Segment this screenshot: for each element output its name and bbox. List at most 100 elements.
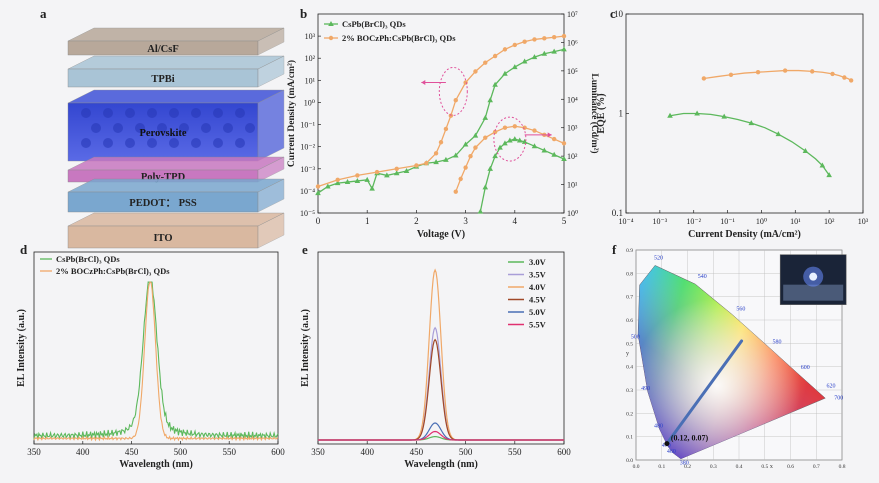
perovskite-dot [235,138,245,148]
y-tick-label: 0.1 [612,208,623,218]
perovskite-dot [81,108,91,118]
perovskite-dot [125,138,135,148]
point-green-eqe [667,112,673,118]
y-tick-label: 10² [305,54,316,63]
x-tick-label: 350 [311,447,325,457]
point-orange-luminance [473,145,478,150]
x-tick-label: 10⁰ [756,217,767,226]
point-green-current [492,81,498,87]
point-green-eqe [748,120,755,126]
perovskite-dot [113,123,123,133]
point-green-current [551,48,557,54]
gamut-line [665,339,744,446]
legend-entry: CsPb(BrCl)₃ QDs [342,19,406,29]
device-photo-substrate [783,284,844,301]
panel-label-e: e [302,242,308,257]
locus-label: 380 [680,461,689,467]
point-orange-current [394,166,399,171]
layer-side-4 [257,178,285,213]
y2-tick-label: 10³ [567,124,578,133]
point-orange-luminance [458,176,463,182]
x-axis-label: Wavelength (nm) [119,459,193,470]
point-green-luminance [531,143,538,149]
x-tick-label: 600 [557,447,571,457]
series-line-orange-current [317,35,565,188]
point-orange-current [448,113,454,118]
cie-chart: f 0.0 0.1 0.2 0.3 0.4 0.5 0.6 0.7 0.8 0.0 0.1 0.2 0.3… [612,242,847,470]
x-tick-label: 0.5 [761,464,768,470]
point-green-eqe [819,162,826,168]
y-tick-label: 0.4 [626,365,633,371]
panel-label-c: c [610,6,616,21]
y-tick-label: 10⁻¹ [300,121,315,130]
point-orange-current [424,161,429,166]
legend-entry: 4.5V [529,295,547,305]
point-green-current [521,58,528,64]
x-tick-label: 10⁻³ [653,217,668,226]
panel-label-a: a [40,6,47,21]
layer-label-4: PEDOT： PSS [129,198,197,209]
point-green-luminance [551,151,557,157]
y-tick-label: 0.1 [626,435,633,441]
point-orange-luminance [561,141,567,146]
layer-top-0 [67,27,285,42]
perovskite-dot [147,108,157,118]
y2-tick-label: 10² [567,152,578,161]
y-tick-label: 0.3 [626,388,633,394]
point-green-luminance [512,136,518,142]
spectrum-5.5V [318,430,564,441]
plot-frame [317,251,565,445]
x-tick-label: 400 [360,447,374,457]
series-line-green-luminance [479,138,565,212]
device-photo-emitter [809,272,818,281]
perovskite-dot [169,138,179,148]
y-tick-label: 0.9 [626,248,633,254]
point-green-current [315,190,321,196]
point-green-luminance [477,208,484,214]
locus-label: 560 [736,307,745,313]
device-stack-panel: a Al/CsF TPBi Perovskite Poly-TPD PEDOT： PSS I… [40,6,285,249]
point-green-current [531,54,538,60]
y-tick-label: 0.7 [626,295,633,301]
panel-label-f: f [612,242,617,257]
x-tick-label: 10² [824,217,835,226]
legend-entry: 5.0V [529,307,547,317]
perovskite-dot [135,123,145,133]
point-green-current [364,176,370,182]
y-tick-label: 1 [619,109,624,119]
y-tick-label: 0.2 [626,411,633,417]
point-orange-current [492,53,498,59]
point-green-current [541,50,548,56]
layer-top-3 [67,156,285,171]
point-orange-current [502,47,508,52]
perovskite-dot [81,138,91,148]
point-green-luminance [521,138,528,144]
point-orange-current [473,69,478,74]
point-orange-current [414,163,419,168]
point-orange-current [542,36,547,41]
x-tick-label: 550 [222,447,236,457]
panel-label-d: d [20,242,28,257]
panel-label-b: b [300,6,307,21]
x-axis-label: x [770,464,773,470]
point-green-eqe [721,113,727,119]
point-green-current [403,167,410,173]
x-tick-label: 2 [414,216,419,226]
y-tick-label: 0.8 [626,271,633,277]
perovskite-dot [201,123,211,133]
point-green-current [384,172,390,178]
layer-side-1 [257,55,285,88]
point-orange-current [561,33,567,39]
y2-tick-label: 10⁴ [567,95,578,104]
x-tick-label: 10⁻² [686,217,701,226]
point-green-luminance [487,165,493,171]
point-orange-current [551,35,557,40]
perovskite-dot [245,123,255,133]
point-orange-luminance [532,128,537,133]
point-green-current [433,159,439,165]
y2-tick-label: 10⁶ [567,38,578,47]
point-orange-current [374,169,380,175]
perovskite-dot [223,123,233,133]
perovskite-dot [125,108,135,118]
point-orange-luminance [502,125,508,130]
